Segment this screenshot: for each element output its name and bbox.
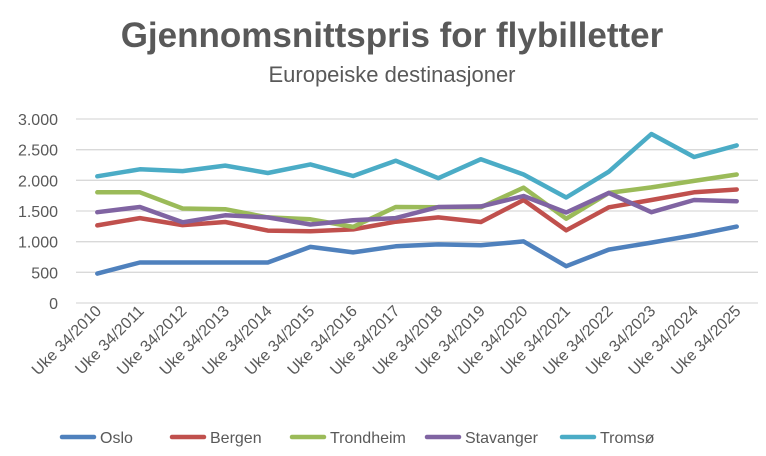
legend-label: Tromsø	[600, 430, 655, 447]
legend-label: Bergen	[210, 430, 262, 447]
series-line-stavanger	[95, 190, 739, 227]
legend-label: Oslo	[100, 430, 133, 447]
series-line-trondheim	[95, 172, 739, 230]
series-line-oslo	[95, 224, 739, 276]
y-tick-label: 2.500	[18, 143, 58, 160]
y-tick-label: 1.500	[18, 204, 58, 221]
legend-label: Stavanger	[465, 430, 539, 447]
y-tick-label: 2.000	[18, 173, 58, 190]
chart-title: Gjennomsnittspris for flybilletter	[121, 16, 664, 55]
y-tick-label: 3.000	[18, 112, 58, 129]
y-tick-label: 500	[31, 265, 58, 282]
y-tick-label: 1.000	[18, 235, 58, 252]
series-line-tromsø	[95, 131, 739, 200]
legend-label: Trondheim	[330, 430, 406, 447]
y-tick-label: 0	[49, 296, 58, 313]
chart-subtitle: Europeiske destinasjoner	[268, 62, 515, 87]
